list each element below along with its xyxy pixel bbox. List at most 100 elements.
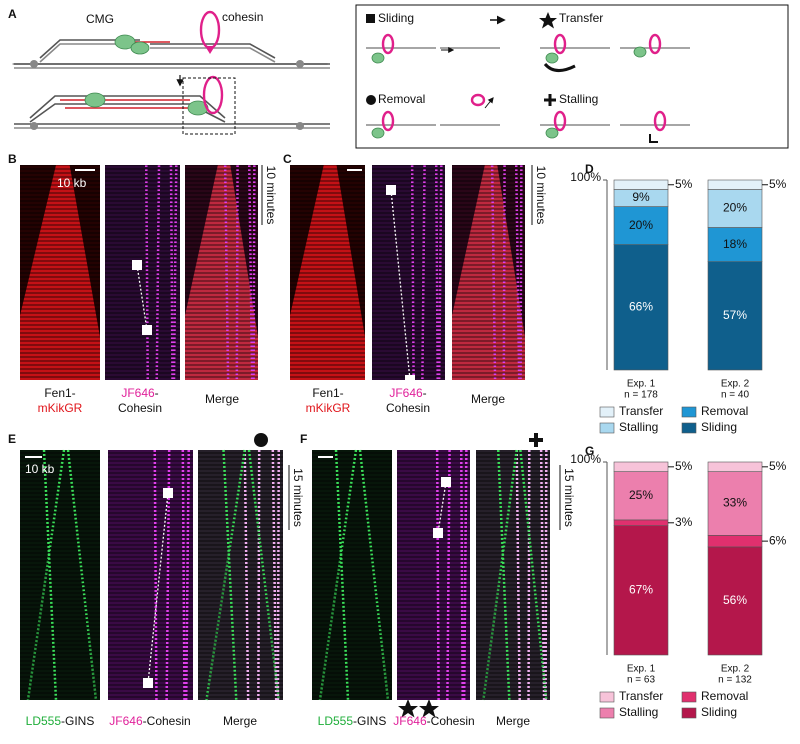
legend-label: Transfer: [619, 404, 663, 418]
panel-label: B: [8, 152, 17, 166]
stripes: [397, 450, 470, 700]
legend-swatch: [599, 691, 615, 703]
legend-swatch: [599, 406, 615, 418]
value-label: 5%: [769, 177, 787, 191]
bar-segment: [707, 227, 763, 263]
kymograph-image: [372, 164, 445, 381]
value-label: 25%: [629, 488, 653, 502]
track-end: [441, 477, 451, 487]
kymograph-image: [198, 449, 283, 701]
fluor: JF646: [393, 714, 427, 728]
track-end: [163, 488, 173, 498]
stripes: [476, 450, 550, 700]
stripes: [290, 165, 365, 380]
channel-label: JF646-Cohesin: [109, 714, 190, 728]
value-label: 3%: [675, 515, 693, 529]
x-tick-note: n = 40: [721, 390, 750, 401]
label: -GINS: [353, 714, 386, 728]
bar-segment: [707, 189, 763, 228]
y-tick-label: 100%: [570, 452, 601, 466]
legend-box: [355, 4, 789, 149]
track-end: [433, 528, 443, 538]
label: Merge: [496, 714, 530, 728]
label: Merge: [205, 392, 239, 406]
kymograph-image: [185, 164, 258, 381]
stripes: [372, 165, 445, 380]
label: mKikGR: [306, 401, 351, 415]
x-tick-label: Exp. 1: [627, 379, 656, 390]
value-label: 33%: [723, 496, 747, 510]
time-label: 15 minutes: [562, 468, 576, 527]
value-label: 56%: [723, 593, 747, 607]
schematic: [12, 10, 330, 135]
stripes: [108, 450, 193, 700]
kymograph-image: [20, 165, 100, 380]
label: Merge: [471, 392, 505, 406]
legend-icons: [366, 12, 690, 143]
legend-label: Sliding: [378, 11, 414, 25]
kymograph-image: [108, 449, 193, 701]
legend-label: Transfer: [619, 689, 663, 703]
bar-segment: [707, 535, 763, 548]
kymograph-image: [476, 449, 550, 701]
label: -: [423, 386, 427, 400]
x-tick-note: n = 178: [624, 390, 658, 401]
legend-label: Stalling: [619, 420, 658, 434]
y-tick-label: 100%: [570, 170, 601, 184]
stripes: [312, 450, 392, 700]
time-label: 15 minutes: [291, 468, 305, 527]
track-end: [132, 260, 142, 270]
value-label: 57%: [723, 308, 747, 322]
track: [136, 264, 148, 331]
fluor: LD555: [26, 714, 62, 728]
track-end: [143, 678, 153, 688]
fluor: JF646: [121, 386, 155, 400]
cmg-label: CMG: [86, 12, 114, 26]
label: -: [155, 386, 159, 400]
fluor: JF646: [389, 386, 423, 400]
value-label: 67%: [629, 583, 653, 597]
bar-segment: [613, 461, 669, 472]
legend-label: Transfer: [559, 11, 603, 25]
legend-label: Stalling: [559, 92, 598, 106]
bar-segment: [707, 461, 763, 472]
event-symbols: [254, 433, 543, 718]
bar-segment: [707, 471, 763, 536]
legend-label: Sliding: [701, 705, 737, 719]
x-tick-label: Exp. 2: [721, 379, 750, 390]
legend-swatch: [599, 707, 615, 719]
value-label: 20%: [629, 218, 653, 232]
bar-segment: [613, 206, 669, 245]
value-label: 5%: [675, 459, 693, 473]
stripes: [198, 450, 283, 700]
bar-segment: [707, 261, 763, 371]
legend-label: Removal: [378, 92, 425, 106]
panel-label: C: [283, 152, 292, 166]
legend-label: Removal: [701, 689, 748, 703]
value-label: 66%: [629, 299, 653, 313]
kymograph-image: [290, 165, 365, 380]
fluor: LD555: [318, 714, 354, 728]
value-label: 9%: [632, 190, 650, 204]
scale-label: 10 kb: [57, 176, 87, 190]
channel-label: JF646-: [121, 386, 158, 400]
time-label: 10 minutes: [534, 166, 548, 225]
bar-segment: [707, 546, 763, 656]
x-tick-label: Exp. 2: [721, 664, 750, 675]
value-label: 18%: [723, 237, 747, 251]
track-end: [142, 325, 152, 335]
stripes: [452, 165, 525, 380]
value-label: 6%: [769, 533, 787, 547]
value-label: 5%: [675, 177, 693, 191]
stripes: [185, 165, 258, 380]
label: -Cohesin: [427, 714, 475, 728]
bar-segment: [613, 244, 669, 371]
legend-label: Stalling: [619, 705, 658, 719]
panel-label: A: [8, 7, 17, 21]
bar-segment: [613, 519, 669, 526]
legend-label: Removal: [701, 404, 748, 418]
bar-segment: [707, 179, 763, 190]
legend-swatch: [599, 422, 615, 434]
stripes: [20, 450, 100, 700]
